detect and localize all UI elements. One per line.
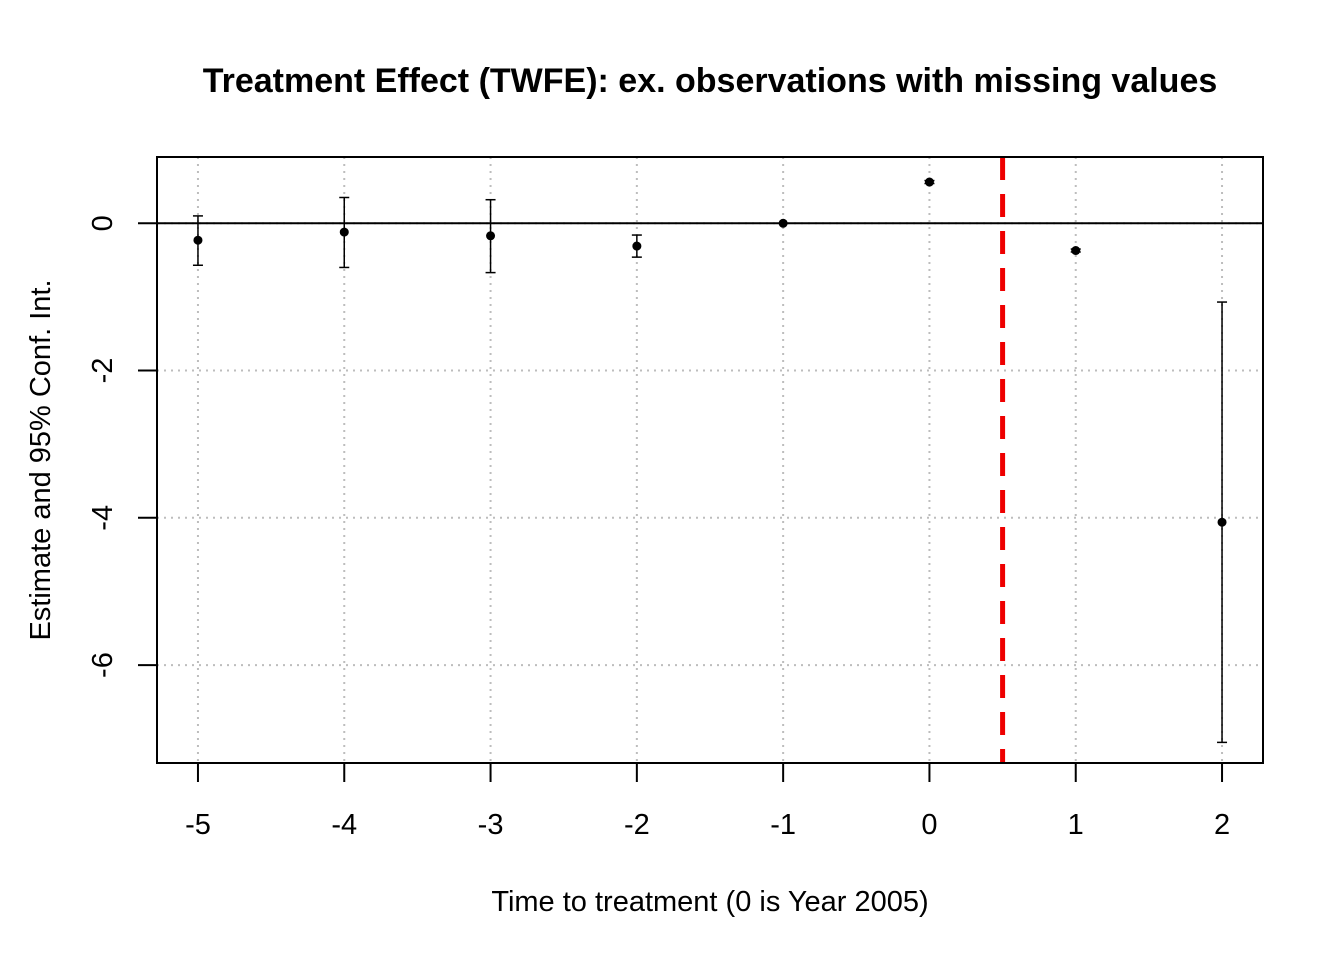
grid <box>157 157 1263 763</box>
estimate-point <box>486 231 496 241</box>
x-axis-label: Time to treatment (0 is Year 2005) <box>491 886 928 918</box>
reference-lines <box>157 157 1263 763</box>
plot-frame <box>156 156 1264 764</box>
chart-title: Treatment Effect (TWFE): ex. observation… <box>203 62 1218 100</box>
estimate-point <box>778 218 788 228</box>
x-tick-label: -2 <box>624 809 650 841</box>
y-tick-label: 0 <box>87 215 119 231</box>
data-points <box>192 177 1228 744</box>
estimate-point <box>1071 246 1081 256</box>
x-tick-label: 2 <box>1214 809 1230 841</box>
x-tick-label: 0 <box>921 809 937 841</box>
x-tick-label: -3 <box>478 809 504 841</box>
x-tick-label: -5 <box>185 809 211 841</box>
estimate-point <box>193 235 203 245</box>
axes: -5 -4 -3 -2 -1 0 1 2 0 -2 -4 -6 <box>87 156 1264 841</box>
y-tick-label: -2 <box>87 358 119 384</box>
y-tick-label: -4 <box>87 505 119 531</box>
estimate-point <box>339 227 349 237</box>
y-axis-label: Estimate and 95% Conf. Int. <box>25 279 57 640</box>
estimate-point <box>1217 517 1227 527</box>
estimate-point <box>924 177 934 187</box>
x-tick-label: 1 <box>1068 809 1084 841</box>
x-tick-label: -4 <box>331 809 357 841</box>
x-tick-label: -1 <box>770 809 796 841</box>
estimate-point <box>632 241 642 251</box>
y-tick-label: -6 <box>87 652 119 678</box>
